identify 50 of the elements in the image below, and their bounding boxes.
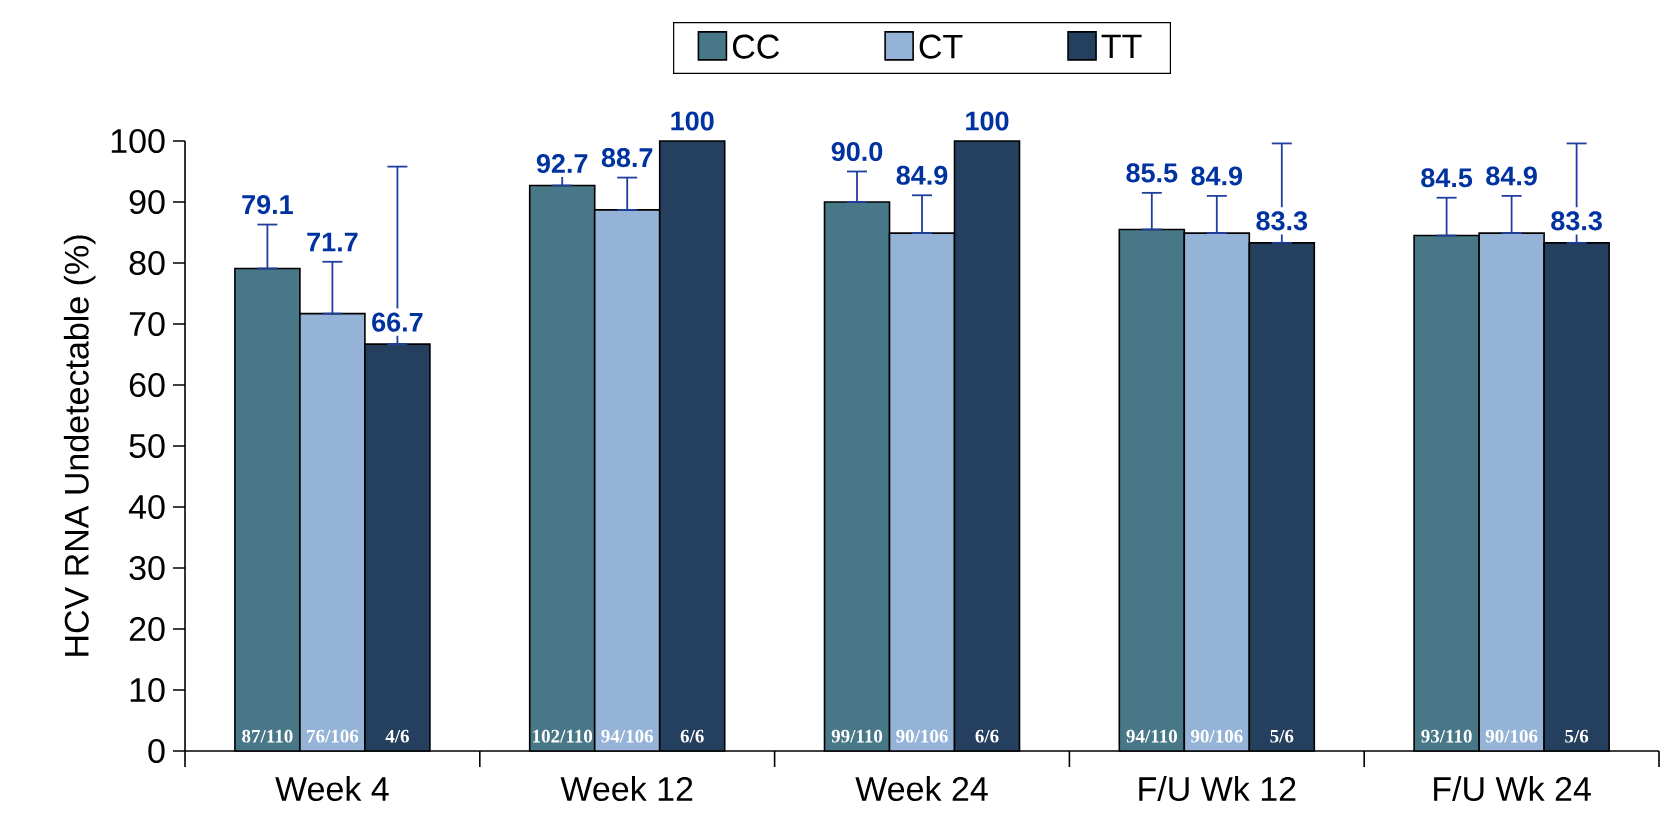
data-label: 83.3: [1256, 211, 1308, 231]
data-label: 100: [671, 111, 714, 131]
annotation: 90/106: [896, 729, 948, 743]
y-tick-label: 30: [129, 555, 165, 581]
data-label: 90.0: [831, 141, 883, 162]
y-tick-label: 70: [129, 311, 165, 337]
annotation: 90/106: [1485, 729, 1538, 743]
data-label: 84.5: [1421, 168, 1473, 188]
annotation: 93/110: [1421, 729, 1472, 743]
y-tick-label: 10: [130, 677, 165, 703]
y-tick-label: 90: [129, 189, 165, 215]
data-label: 84.9: [1191, 166, 1243, 186]
x-tick-label: Week 24: [855, 776, 988, 802]
y-tick-label: 0: [148, 738, 165, 764]
y-tick-label: 60: [129, 372, 165, 398]
y-axis-title: HCV RNA Undetectable (%): [63, 235, 96, 656]
legend-label: CC: [732, 34, 780, 59]
y-tick-label: 40: [128, 494, 165, 520]
annotation: 5/6: [1565, 729, 1589, 743]
data-label: 71.7: [307, 232, 358, 252]
x-tick-label: Week 4: [275, 776, 389, 802]
x-tick-label: F/U Wk 12: [1139, 776, 1296, 802]
x-tick-label: F/U Wk 24: [1434, 776, 1591, 802]
y-tick-label: 50: [129, 433, 165, 459]
annotation: 87/110: [242, 729, 293, 743]
annotation: 90/106: [1190, 729, 1243, 743]
data-label: 100: [966, 111, 1009, 131]
annotation: 4/6: [385, 729, 409, 743]
data-label: 92.7: [536, 154, 588, 174]
annotation: 5/6: [1270, 729, 1294, 743]
data-label: 85.5: [1126, 163, 1178, 183]
annotation: 6/6: [975, 729, 999, 743]
data-label: 84.9: [1486, 166, 1537, 186]
y-tick-label: 20: [129, 616, 165, 642]
data-label: 84.9: [896, 165, 948, 185]
legend-label: CT: [919, 34, 963, 59]
data-label: 83.3: [1551, 211, 1602, 231]
annotation: 102/110: [533, 729, 593, 743]
annotation: 99/110: [831, 729, 883, 743]
annotation: 76/106: [307, 729, 359, 743]
annotation: 6/6: [680, 729, 704, 743]
data-label: 79.1: [242, 195, 293, 215]
annotation: 94/110: [1126, 729, 1177, 743]
data-label: 66.7: [372, 312, 423, 332]
x-tick-label: Week 12: [560, 776, 693, 802]
annotation: 94/106: [601, 729, 654, 743]
y-tick-label: 80: [129, 250, 165, 276]
y-tick-label: 100: [111, 128, 165, 154]
data-label: 88.7: [601, 148, 653, 168]
legend-label: TT: [1101, 34, 1142, 59]
